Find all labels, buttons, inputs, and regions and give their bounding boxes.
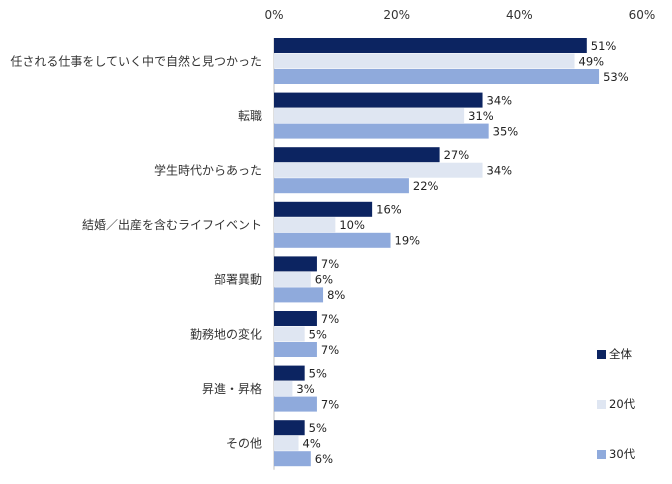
data-label: 34%	[487, 163, 513, 177]
x-tick-label: 40%	[506, 8, 533, 22]
bar-1	[274, 435, 299, 451]
legend-label-2: 30代	[609, 447, 636, 461]
bar-0	[274, 311, 317, 326]
data-label: 4%	[303, 436, 321, 450]
bar-2	[274, 396, 317, 412]
x-tick-label: 20%	[383, 8, 410, 22]
data-label: 27%	[444, 148, 470, 162]
data-label: 16%	[376, 203, 402, 217]
data-label: 34%	[487, 93, 513, 107]
data-label: 19%	[395, 234, 421, 248]
data-label: 53%	[603, 70, 629, 84]
bar-2	[274, 69, 600, 84]
legend-label-1: 20代	[609, 397, 636, 411]
bar-1	[274, 108, 465, 124]
bar-1	[274, 271, 311, 287]
data-label: 5%	[309, 421, 327, 435]
category-label: 学生時代からあった	[154, 162, 262, 177]
category-label: その他	[226, 436, 262, 450]
data-label: 22%	[413, 179, 439, 193]
bar-0	[274, 420, 305, 436]
bar-1	[274, 162, 483, 178]
x-tick-label: 0%	[264, 8, 283, 22]
bar-1	[274, 381, 293, 397]
category-label: 勤務地の変化	[190, 326, 262, 341]
data-label: 6%	[315, 452, 333, 466]
data-label: 7%	[321, 343, 339, 357]
bar-1	[274, 217, 336, 233]
legend-label-0: 全体	[609, 347, 632, 361]
data-label: 7%	[321, 397, 339, 411]
x-tick-label: 60%	[629, 8, 656, 22]
bar-0	[274, 201, 373, 217]
bar-0	[274, 256, 317, 272]
bar-2	[274, 287, 324, 303]
data-label: 49%	[579, 54, 605, 68]
data-label: 6%	[315, 273, 333, 287]
data-label: 7%	[321, 312, 339, 326]
data-label: 3%	[296, 382, 314, 396]
legend-swatch-2	[597, 449, 606, 459]
bar-0	[274, 147, 440, 163]
legend-item-2: 30代	[597, 446, 635, 462]
category-label: 結婚／出産を含むライフイベント	[82, 217, 262, 232]
bar-2	[274, 451, 311, 467]
category-label: 転職	[238, 109, 262, 123]
data-label: 5%	[309, 327, 327, 341]
data-label: 5%	[309, 366, 327, 380]
legend-swatch-1	[597, 399, 606, 409]
bar-1	[274, 326, 305, 342]
data-label: 35%	[493, 124, 519, 138]
bar-0	[274, 365, 305, 381]
data-label: 10%	[339, 218, 365, 232]
bar-2	[274, 123, 489, 139]
data-label: 7%	[321, 257, 339, 271]
bar-1	[274, 53, 575, 69]
legend-swatch-0	[597, 349, 606, 359]
category-label: 昇進・昇格	[202, 381, 262, 396]
category-label: 部署異動	[214, 272, 262, 287]
bar-0	[274, 38, 587, 53]
bar-2	[274, 178, 409, 194]
legend-item-1: 20代	[597, 396, 635, 412]
bar-2	[274, 232, 391, 248]
bar-2	[274, 342, 317, 357]
data-label: 51%	[591, 39, 617, 53]
data-label: 31%	[468, 109, 494, 123]
category-label: 任される仕事をしていく中で自然と見つかった	[10, 53, 262, 68]
legend-item-0: 全体	[597, 346, 632, 362]
bar-0	[274, 92, 483, 108]
data-label: 8%	[327, 288, 345, 302]
